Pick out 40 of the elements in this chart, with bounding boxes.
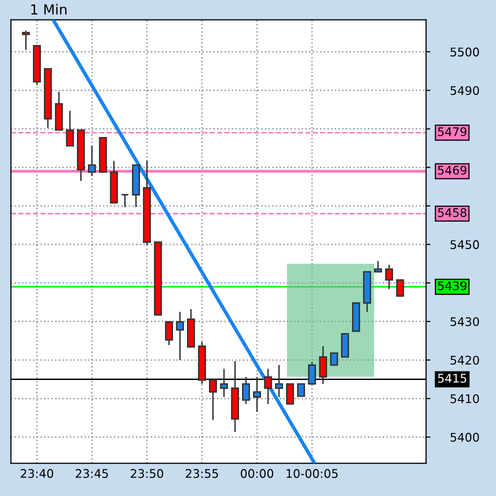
x-tick-label: 23:55 xyxy=(186,469,218,478)
ref-line-label: 5458 xyxy=(438,208,466,218)
candlestick xyxy=(330,352,338,366)
y-tick-label: 5500 xyxy=(450,48,479,56)
y-tick-label: 5420 xyxy=(450,356,479,365)
candlestick xyxy=(308,361,316,385)
y-tick-label: 5490 xyxy=(450,86,479,95)
x-tick-label: 23:40 xyxy=(20,469,54,478)
ref-line-label: 5415 xyxy=(438,374,466,383)
candlestick xyxy=(319,345,328,385)
candlestick xyxy=(208,379,217,421)
candlestick xyxy=(176,311,184,361)
y-tick-label: 5400 xyxy=(450,432,479,442)
chart-title: 1 Min xyxy=(31,4,66,14)
candlestick xyxy=(253,376,262,413)
candlestick xyxy=(165,321,173,346)
candlestick xyxy=(66,110,74,147)
y-tick-label: 5410 xyxy=(450,394,479,404)
candlestick xyxy=(297,383,306,397)
candlestick xyxy=(385,264,394,290)
candlestick xyxy=(22,30,30,51)
candlestick xyxy=(120,194,129,208)
x-tick-label: 23:50 xyxy=(130,469,164,478)
candlestick xyxy=(374,260,382,272)
ref-line-label: 5469 xyxy=(438,166,466,175)
candlestick xyxy=(88,145,96,177)
y-tick-label: 5430 xyxy=(450,317,479,326)
ref-line-label: 5439 xyxy=(438,281,466,290)
ref-line-label: 5479 xyxy=(438,127,466,136)
x-tick-label: 23:45 xyxy=(76,469,108,478)
candlestick xyxy=(242,376,250,405)
x-tick-label: 10-00:05 xyxy=(286,469,338,478)
x-tick-label: 00:00 xyxy=(240,469,274,478)
candlestick xyxy=(275,364,284,398)
candlestick xyxy=(286,383,294,405)
candlestick xyxy=(341,333,350,358)
candlestick xyxy=(220,368,228,398)
candlestick xyxy=(396,279,404,297)
y-tick-label: 5450 xyxy=(450,240,479,250)
candlestick xyxy=(264,368,272,405)
